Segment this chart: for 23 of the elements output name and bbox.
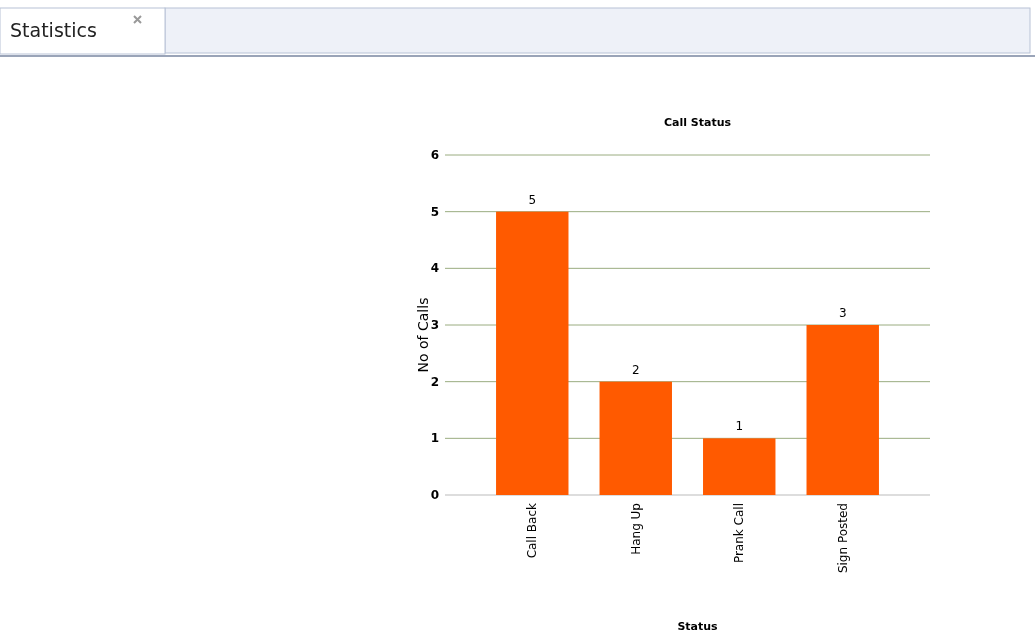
y-tick-label: 3 [430,318,440,332]
x-tick-label: Sign Posted [835,503,850,574]
y-tick-label: 2 [430,374,440,389]
bar [496,211,569,495]
y-tick-label: 4 [430,261,440,276]
data-label: 3 [838,306,847,320]
bar [599,381,672,495]
y-tick-label: 6 [430,148,440,162]
bar [703,438,776,495]
chart-title: Call Status [663,116,732,129]
y-axis-title: No of Calls [415,297,431,373]
bar [806,325,879,495]
data-label: 5 [528,192,537,207]
y-tick-label: 0 [430,488,440,502]
x-axis-title: Status [677,620,719,633]
data-label: 2 [631,362,640,377]
x-tick-label: Prank Call [732,503,747,564]
y-tick-label: 1 [430,431,440,446]
x-tick-label: Call Back [525,502,540,559]
x-tick-label: Hang Up [628,503,643,555]
data-label: 1 [735,419,744,434]
text: Statistics [10,19,97,41]
y-tick-label: 5 [430,204,440,219]
